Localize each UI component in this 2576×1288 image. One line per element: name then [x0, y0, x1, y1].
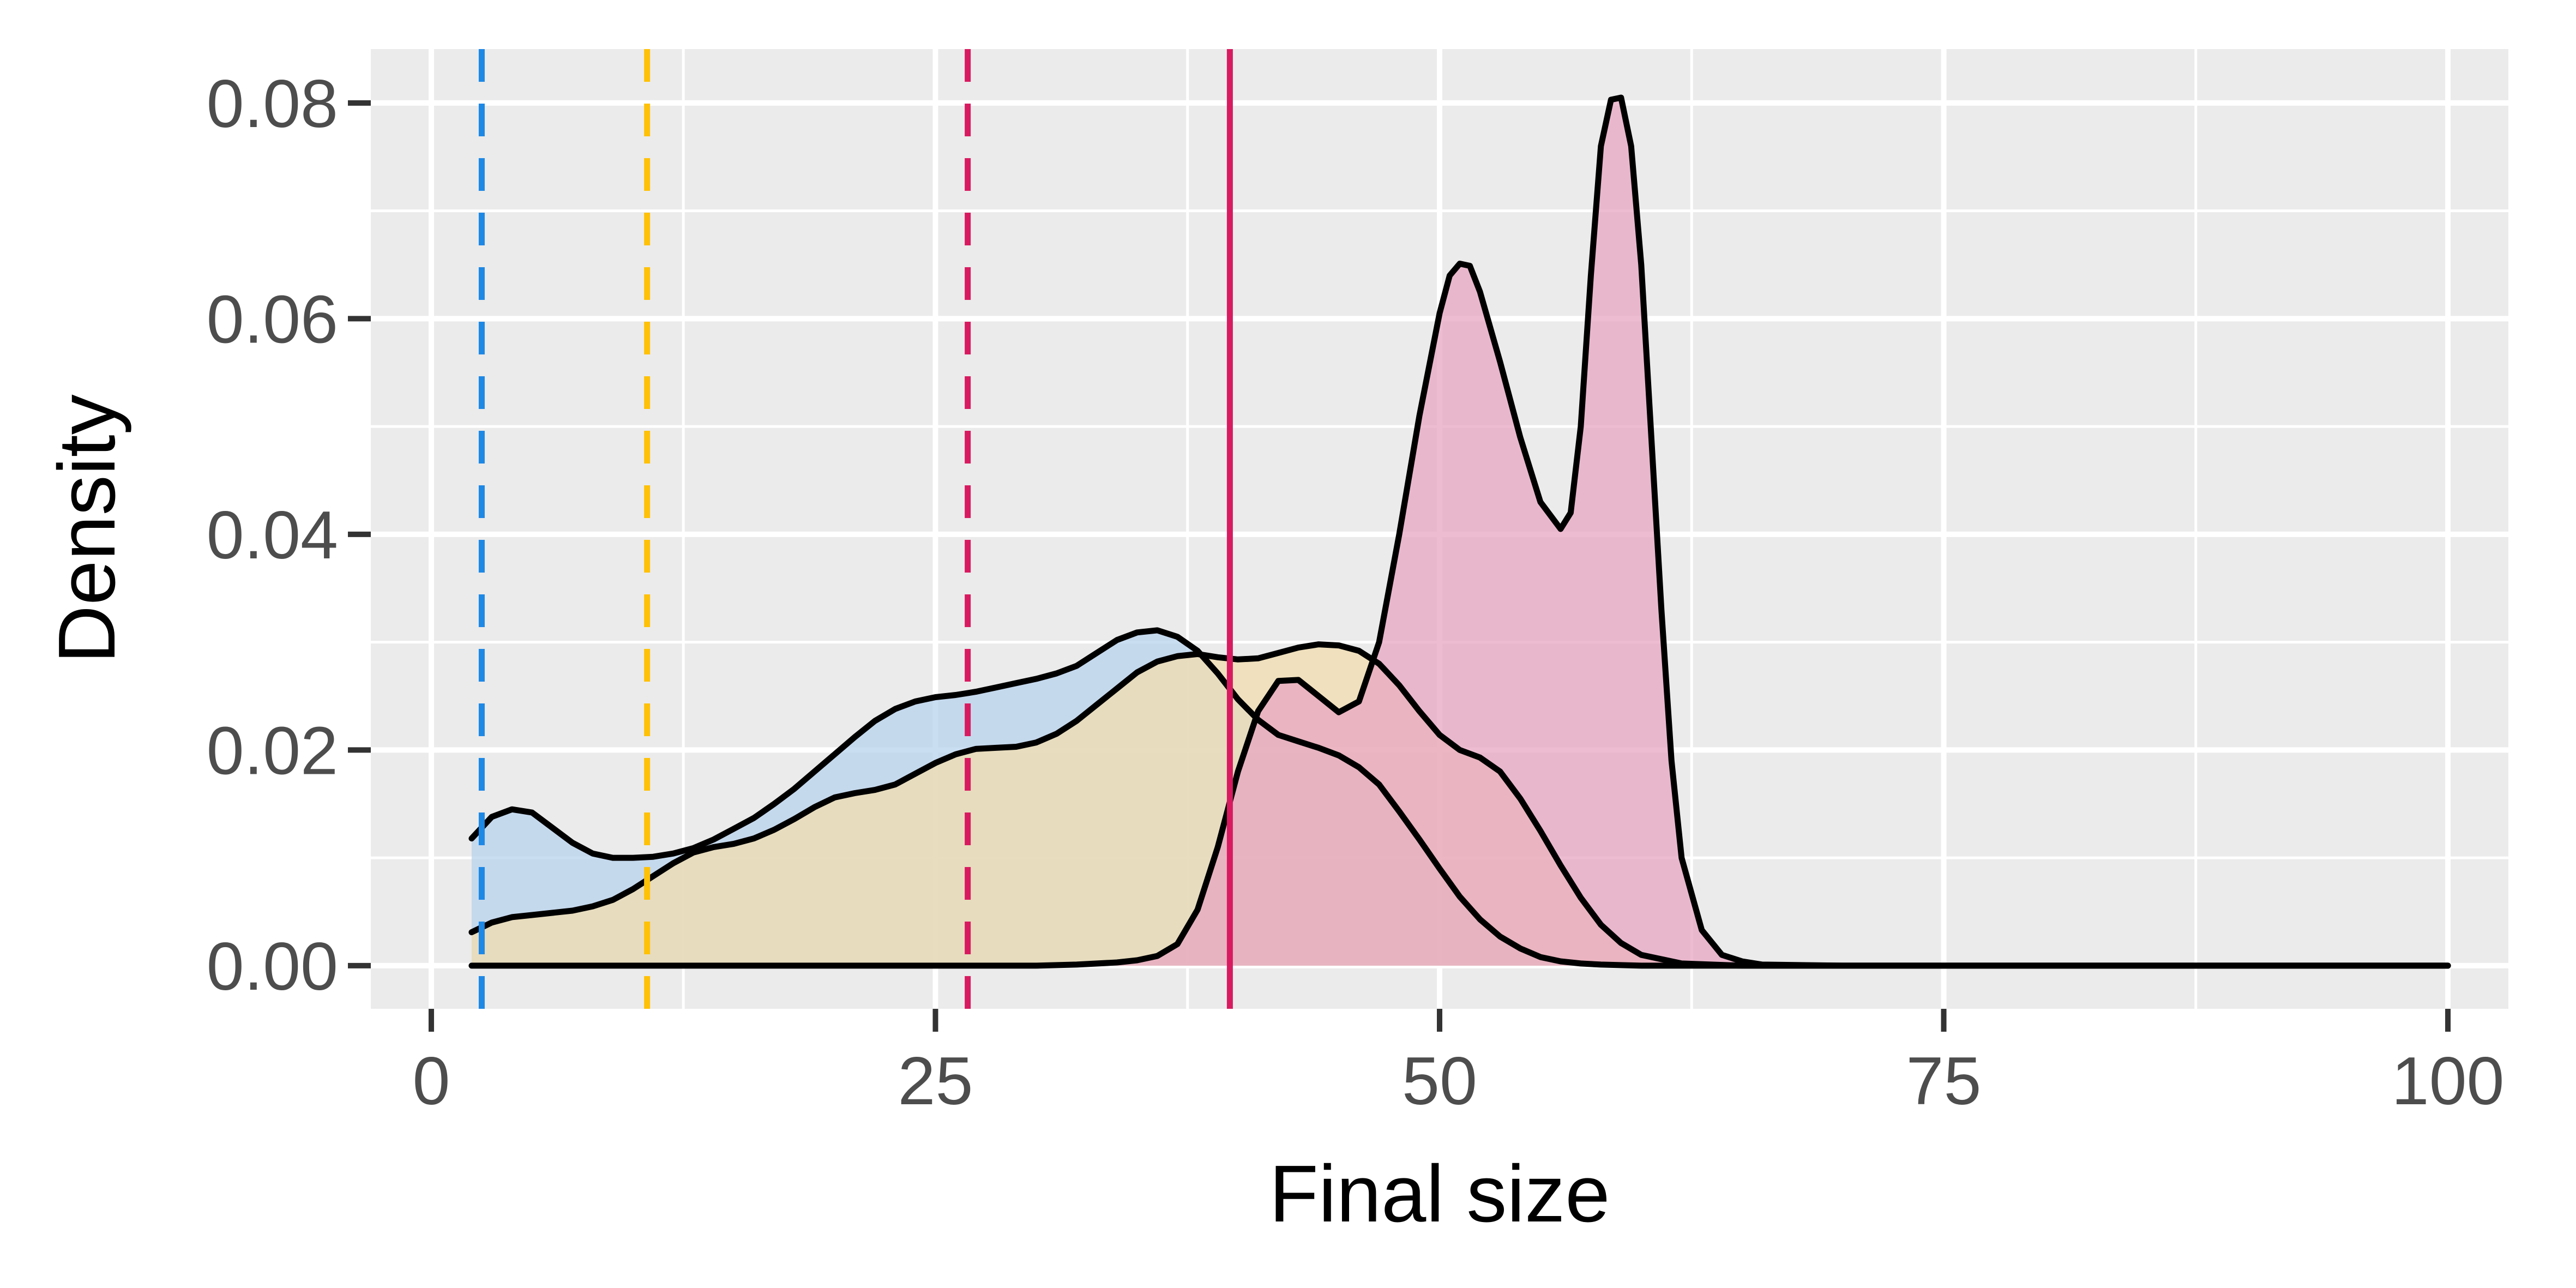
y-axis-title: Density [42, 394, 132, 664]
y-tick-label: 0.08 [207, 67, 338, 142]
x-axis: 0 25 50 75 100 [412, 1009, 2505, 1119]
x-tick-label: 75 [1906, 1044, 1982, 1119]
x-tick-label: 50 [1402, 1044, 1477, 1119]
density-area-fill-3 [471, 98, 2448, 966]
reference-lines [478, 49, 1233, 1009]
x-tick-label: 100 [2392, 1044, 2505, 1119]
density-curve-1 [468, 627, 2451, 969]
x-tick-label: 25 [898, 1044, 973, 1119]
y-tick-label: 0.06 [207, 282, 338, 357]
y-tick-label: 0.04 [207, 498, 338, 573]
x-tick-label: 0 [412, 1044, 450, 1119]
y-tick-label: 0.00 [207, 929, 338, 1004]
y-tick-label: 0.02 [207, 713, 338, 789]
x-axis-title: Final size [1269, 1149, 1610, 1239]
density-curve-2 [468, 641, 2451, 969]
y-axis: 0.00 0.02 0.04 0.06 0.08 [207, 67, 371, 1004]
density-curve-3 [468, 94, 2451, 969]
